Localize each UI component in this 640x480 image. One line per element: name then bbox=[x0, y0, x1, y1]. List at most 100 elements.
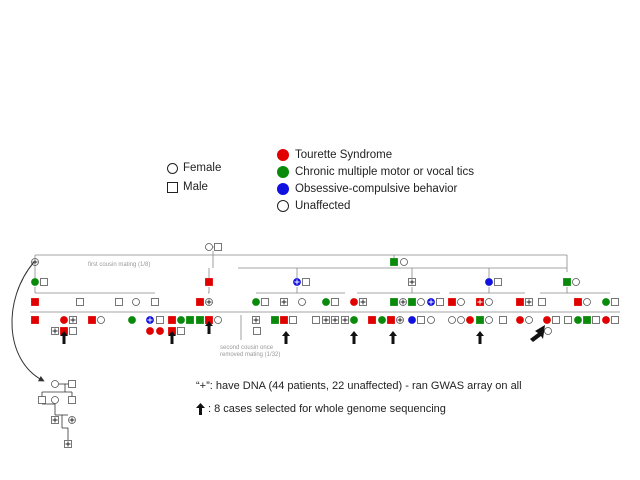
female-individual bbox=[466, 316, 474, 324]
female-individual bbox=[417, 298, 425, 306]
female-individual bbox=[51, 396, 59, 404]
female-individual bbox=[408, 316, 416, 324]
female-individual bbox=[298, 298, 306, 306]
legend-ocb: Obsessive-compulsive behavior bbox=[277, 183, 457, 195]
legend-unaffected-label: Unaffected bbox=[295, 200, 351, 212]
wgs-case-arrow bbox=[60, 331, 68, 344]
pedigree-individuals bbox=[31, 243, 619, 335]
male-individual bbox=[476, 316, 484, 324]
male-individual bbox=[151, 298, 159, 306]
female-individual bbox=[485, 278, 493, 286]
female-individual bbox=[583, 298, 591, 306]
wgs-note-text: : 8 cases selected for whole genome sequ… bbox=[208, 403, 446, 415]
male-individual bbox=[253, 327, 261, 335]
female-individual bbox=[400, 258, 408, 266]
female-individual bbox=[51, 380, 59, 388]
male-individual bbox=[538, 298, 546, 306]
female-individual bbox=[396, 316, 404, 324]
female-individual bbox=[60, 316, 68, 324]
male-individual bbox=[322, 316, 330, 324]
male-individual bbox=[408, 298, 416, 306]
female-individual bbox=[205, 298, 213, 306]
legend-male-label: Male bbox=[183, 181, 208, 193]
male-individual bbox=[214, 243, 222, 251]
female-individual bbox=[572, 278, 580, 286]
female-individual bbox=[322, 298, 330, 306]
male-individual bbox=[88, 316, 96, 324]
male-individual bbox=[196, 316, 204, 324]
legend-female-label: Female bbox=[183, 162, 222, 174]
female-individual bbox=[132, 298, 140, 306]
female-individual bbox=[252, 298, 260, 306]
female-individual bbox=[146, 316, 154, 324]
male-individual bbox=[583, 316, 591, 324]
male-individual bbox=[448, 298, 456, 306]
legend-ts-label: Tourette Syndrome bbox=[295, 149, 393, 161]
legend-tics-label: Chronic multiple motor or vocal tics bbox=[295, 166, 474, 178]
male-individual bbox=[280, 298, 288, 306]
male-individual bbox=[168, 316, 176, 324]
female-individual bbox=[156, 327, 164, 335]
male-individual bbox=[31, 316, 39, 324]
male-symbol-icon bbox=[167, 181, 178, 193]
male-individual bbox=[186, 316, 194, 324]
male-individual bbox=[331, 316, 339, 324]
wgs-case-arrow bbox=[389, 331, 397, 344]
male-individual bbox=[516, 298, 524, 306]
male-individual bbox=[494, 278, 502, 286]
female-individual bbox=[544, 327, 552, 335]
male-individual bbox=[69, 327, 77, 335]
female-individual bbox=[457, 298, 465, 306]
male-individual bbox=[611, 316, 619, 324]
up-arrow-icon bbox=[196, 403, 205, 415]
female-individual bbox=[68, 416, 76, 424]
unaffected-dot-icon bbox=[277, 200, 289, 212]
female-individual bbox=[293, 278, 301, 286]
ocb-dot-icon bbox=[277, 183, 289, 195]
female-individual bbox=[350, 298, 358, 306]
male-individual bbox=[40, 278, 48, 286]
female-individual bbox=[31, 278, 39, 286]
female-individual bbox=[214, 316, 222, 324]
male-individual bbox=[574, 298, 582, 306]
wgs-case-arrow bbox=[476, 331, 484, 344]
first-cousin-annotation: first cousin mating (1/8) bbox=[88, 262, 151, 268]
female-individual bbox=[205, 243, 213, 251]
male-individual bbox=[331, 298, 339, 306]
male-individual bbox=[592, 316, 600, 324]
male-individual bbox=[205, 278, 213, 286]
male-individual bbox=[436, 298, 444, 306]
male-individual bbox=[390, 258, 398, 266]
female-individual bbox=[31, 258, 39, 266]
female-individual bbox=[543, 316, 551, 324]
female-individual bbox=[427, 316, 435, 324]
second-cousin-annotation-line2: removed mating (1/32) bbox=[220, 352, 281, 358]
inset-pointer-arrow bbox=[11, 261, 45, 382]
female-individual bbox=[525, 316, 533, 324]
male-individual bbox=[69, 316, 77, 324]
male-individual bbox=[68, 380, 76, 388]
female-individual bbox=[448, 316, 456, 324]
male-individual bbox=[408, 278, 416, 286]
ts-dot-icon bbox=[277, 149, 289, 161]
wgs-arrows bbox=[60, 321, 545, 344]
legend-female: Female bbox=[167, 162, 221, 174]
female-individual bbox=[457, 316, 465, 324]
legend-ts: Tourette Syndrome bbox=[277, 149, 392, 161]
male-individual bbox=[280, 316, 288, 324]
male-individual bbox=[368, 316, 376, 324]
pedigree-lines bbox=[30, 246, 620, 340]
male-individual bbox=[196, 298, 204, 306]
male-individual bbox=[302, 278, 310, 286]
wgs-case-arrow bbox=[530, 325, 545, 342]
male-individual bbox=[417, 316, 425, 324]
dna-note: “+”: have DNA (44 patients, 22 unaffecte… bbox=[196, 380, 522, 392]
male-individual bbox=[390, 298, 398, 306]
male-individual bbox=[499, 316, 507, 324]
inset-pedigree bbox=[38, 380, 76, 448]
second-cousin-annotation-line1: second cousin once bbox=[220, 345, 274, 351]
wgs-note: : 8 cases selected for whole genome sequ… bbox=[196, 403, 446, 415]
male-individual bbox=[156, 316, 164, 324]
male-individual bbox=[64, 440, 72, 448]
male-individual bbox=[76, 298, 84, 306]
